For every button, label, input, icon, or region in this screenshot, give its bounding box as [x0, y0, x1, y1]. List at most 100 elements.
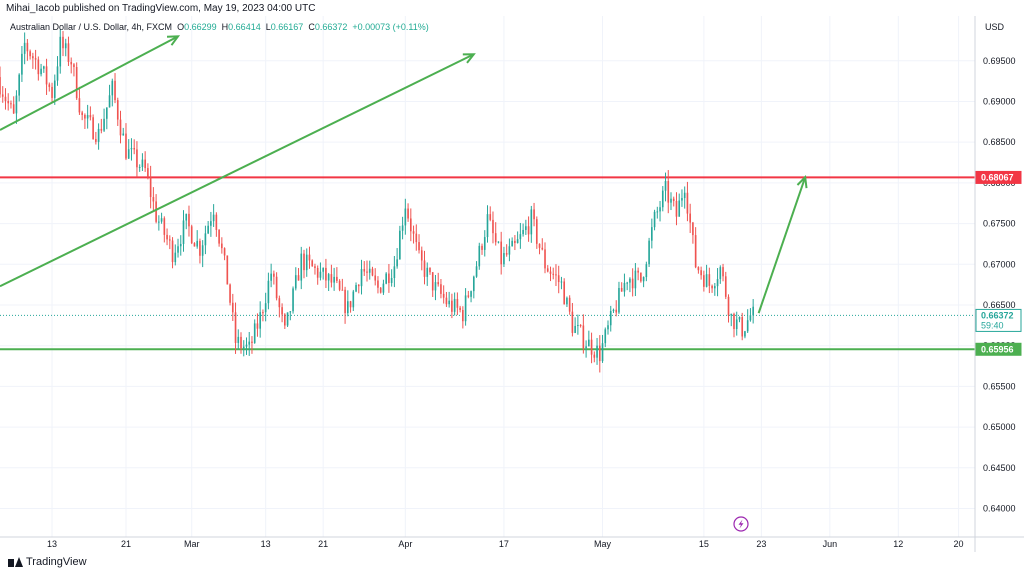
candle-body: [245, 344, 248, 347]
candle-body: [48, 84, 51, 87]
candle-body: [640, 272, 642, 282]
candle-body: [475, 266, 478, 277]
candle-body: [511, 240, 513, 247]
lightning-icon[interactable]: [733, 516, 749, 532]
candle-body: [294, 275, 297, 289]
candle-body: [527, 226, 530, 235]
candle-body: [681, 198, 683, 201]
price-axis[interactable]: 0.640000.645000.650000.655000.660000.665…: [974, 16, 1016, 553]
candle-body: [231, 302, 234, 313]
close-value: 0.66372: [314, 22, 348, 32]
x-tick-label: 15: [699, 539, 709, 549]
candle-body: [620, 287, 623, 292]
candle-body: [588, 339, 590, 347]
candle-body: [508, 246, 511, 255]
candle-body: [223, 248, 226, 256]
candle-body: [409, 218, 412, 232]
candle-body: [713, 286, 716, 289]
candle-body: [158, 221, 160, 223]
candle-body: [237, 336, 240, 343]
close-label: C: [308, 22, 315, 32]
candle-body: [708, 274, 711, 286]
candle-body: [574, 325, 576, 333]
candle-body: [642, 277, 645, 282]
candle-body: [615, 309, 618, 313]
candle-body: [415, 233, 418, 243]
candle-body: [34, 58, 37, 60]
candle-body: [292, 288, 294, 312]
candle-body: [722, 267, 724, 277]
x-tick-label: 17: [499, 539, 509, 549]
candle-body: [344, 289, 346, 314]
candle-body: [127, 149, 130, 159]
candle-body: [618, 287, 620, 313]
candle-body: [560, 281, 563, 283]
candle-body: [489, 214, 492, 220]
candle-body: [733, 313, 735, 330]
candle-body: [108, 95, 111, 108]
candle-body: [656, 211, 659, 213]
y-tick-label: 0.69000: [983, 96, 1016, 106]
candle-body: [333, 276, 335, 283]
candle-body: [114, 80, 116, 101]
candle-body: [596, 345, 598, 358]
candle-body: [434, 282, 437, 291]
x-tick-label: Apr: [398, 539, 412, 549]
candles: [0, 29, 754, 373]
candle-body: [429, 267, 431, 273]
candle-body: [278, 298, 281, 308]
candle-body: [229, 284, 231, 303]
candle-body: [426, 267, 429, 277]
candle-body: [84, 114, 86, 119]
chart-area[interactable]: 0.640000.645000.650000.655000.660000.665…: [0, 16, 1024, 553]
candle-body: [497, 241, 500, 243]
candle-body: [675, 200, 678, 217]
candle-body: [544, 249, 546, 269]
y-tick-label: 0.69500: [983, 56, 1016, 66]
candlestick-chart[interactable]: 0.640000.645000.650000.655000.660000.665…: [0, 16, 1024, 553]
candle-body: [522, 229, 524, 235]
time-axis[interactable]: 13 21 Mar 13 21 Apr 17 May 15 23 Jun 12 20: [0, 536, 1024, 549]
candle-body: [445, 297, 448, 305]
candle-body: [546, 268, 549, 272]
x-tick-label: 23: [756, 539, 766, 549]
open-value: 0.66299: [184, 22, 217, 32]
candle-body: [634, 270, 637, 289]
candle-body: [598, 345, 601, 362]
candle-body: [453, 298, 456, 312]
candle-body: [322, 267, 324, 272]
symbol-name: Australian Dollar / U.S. Dollar, 4h, FXC…: [10, 22, 173, 32]
candle-body: [749, 315, 752, 321]
trend-arrow-1-head: [166, 35, 181, 46]
candle-body: [325, 267, 327, 281]
bar-countdown: 59:40: [981, 320, 1004, 330]
candle-body: [37, 59, 40, 75]
footer-brand[interactable]: TradingView: [8, 556, 87, 568]
candle-body: [440, 284, 442, 294]
candle-body: [122, 133, 125, 136]
candle-body: [686, 192, 689, 214]
candle-body: [160, 218, 163, 222]
candle-body: [89, 115, 92, 118]
candle-body: [155, 201, 157, 222]
candle-body: [585, 346, 587, 349]
candle-body: [138, 167, 141, 169]
candle-body: [125, 133, 127, 159]
candle-body: [199, 240, 201, 256]
candle-body: [492, 219, 494, 234]
candle-body: [557, 275, 560, 283]
candle-body: [552, 273, 555, 275]
candle-body: [289, 311, 292, 313]
candle-body: [40, 68, 42, 75]
candle-body: [316, 267, 319, 278]
current-price-text: 0.66372: [981, 310, 1014, 320]
y-tick-label: 0.68500: [983, 137, 1016, 147]
candle-body: [738, 317, 741, 320]
candle-body: [631, 278, 634, 289]
candle-body: [637, 270, 639, 273]
candle-body: [582, 325, 585, 349]
candle-body: [689, 213, 691, 223]
candle-body: [111, 80, 114, 96]
candle-body: [672, 198, 675, 201]
candle-body: [81, 112, 83, 115]
